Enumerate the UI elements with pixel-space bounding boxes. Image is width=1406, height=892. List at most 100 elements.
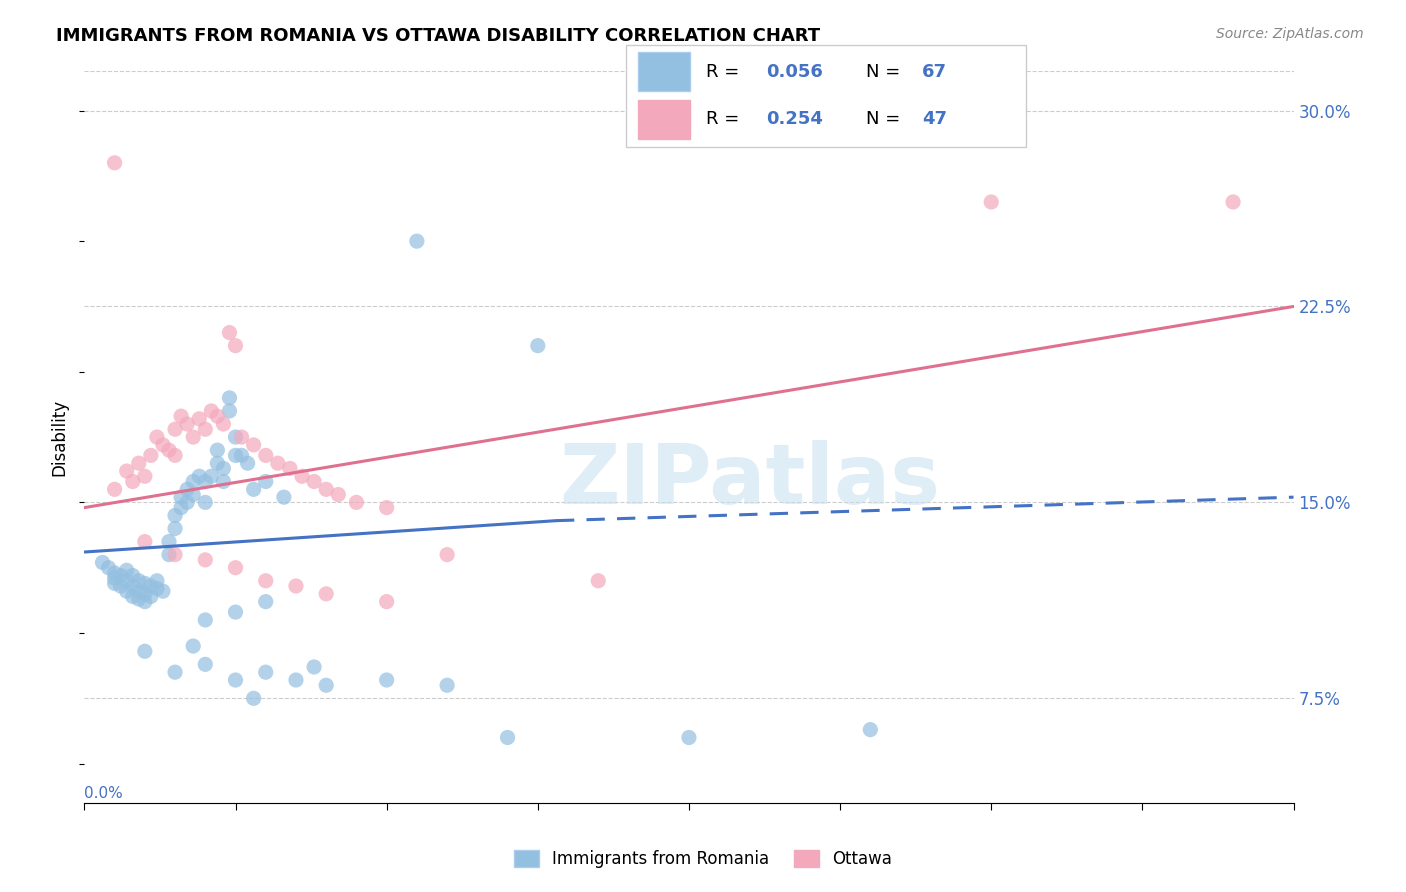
Point: [188, 412, 211, 426]
Point: [231, 430, 253, 444]
Text: R =: R =: [706, 63, 745, 81]
Point: [170, 500, 193, 515]
Point: [212, 417, 235, 431]
Point: [406, 234, 429, 248]
Point: [110, 568, 132, 582]
Point: [121, 579, 143, 593]
Point: [104, 155, 127, 169]
Text: Source: ZipAtlas.com: Source: ZipAtlas.com: [1216, 27, 1364, 41]
Point: [194, 657, 217, 672]
Point: [315, 678, 337, 692]
Point: [302, 475, 325, 489]
Point: [176, 495, 198, 509]
Point: [207, 409, 229, 424]
Point: [291, 469, 314, 483]
Point: [254, 665, 277, 680]
Point: [278, 461, 301, 475]
Point: [128, 592, 150, 607]
Point: [134, 644, 156, 658]
Point: [859, 723, 882, 737]
Point: [134, 576, 156, 591]
Point: [134, 534, 156, 549]
Point: [128, 574, 150, 588]
Point: [496, 731, 519, 745]
Point: [139, 590, 162, 604]
Point: [188, 469, 211, 483]
Point: [170, 490, 193, 504]
Point: [302, 660, 325, 674]
Point: [181, 639, 204, 653]
Text: R =: R =: [706, 111, 745, 128]
Point: [207, 443, 229, 458]
Point: [194, 422, 217, 436]
Point: [115, 584, 138, 599]
Text: 67: 67: [922, 63, 948, 81]
Point: [225, 430, 247, 444]
Text: 47: 47: [922, 111, 948, 128]
Point: [267, 456, 290, 470]
Point: [115, 464, 138, 478]
Point: [194, 613, 217, 627]
Point: [527, 339, 550, 353]
Point: [231, 448, 253, 462]
Point: [328, 487, 350, 501]
Point: [104, 483, 127, 497]
Point: [212, 475, 235, 489]
Point: [375, 673, 398, 687]
Point: [165, 508, 187, 523]
Point: [104, 571, 127, 585]
Point: [121, 590, 143, 604]
Point: [152, 584, 174, 599]
Point: [157, 443, 180, 458]
Point: [375, 594, 398, 608]
Point: [242, 483, 264, 497]
Point: [165, 665, 187, 680]
Point: [212, 461, 235, 475]
Point: [134, 587, 156, 601]
Point: [207, 456, 229, 470]
Text: ZIPatlas: ZIPatlas: [560, 441, 939, 522]
Point: [315, 483, 337, 497]
Point: [91, 556, 114, 570]
Point: [588, 574, 610, 588]
Point: [285, 579, 308, 593]
Text: 0.056: 0.056: [766, 63, 823, 81]
Point: [1222, 194, 1244, 209]
Point: [121, 475, 143, 489]
Point: [176, 417, 198, 431]
Point: [200, 469, 222, 483]
Point: [225, 448, 247, 462]
Point: [121, 568, 143, 582]
Point: [134, 594, 156, 608]
Point: [346, 495, 368, 509]
Text: N =: N =: [866, 63, 905, 81]
Point: [194, 553, 217, 567]
Point: [152, 438, 174, 452]
Point: [139, 579, 162, 593]
Point: [181, 475, 204, 489]
Point: [157, 548, 180, 562]
Point: [242, 438, 264, 452]
Point: [115, 563, 138, 577]
Point: [285, 673, 308, 687]
Point: [678, 731, 700, 745]
Bar: [638, 52, 690, 91]
Point: [97, 560, 120, 574]
Point: [225, 560, 247, 574]
Point: [273, 490, 295, 504]
Text: N =: N =: [866, 111, 905, 128]
Point: [254, 574, 277, 588]
Point: [225, 339, 247, 353]
Point: [254, 594, 277, 608]
Point: [128, 584, 150, 599]
Point: [218, 391, 240, 405]
Point: [242, 691, 264, 706]
Text: 0.254: 0.254: [766, 111, 823, 128]
Bar: [638, 100, 690, 139]
Point: [194, 475, 217, 489]
Point: [128, 456, 150, 470]
Point: [980, 194, 1002, 209]
Point: [436, 678, 458, 692]
Point: [225, 673, 247, 687]
Point: [110, 579, 132, 593]
